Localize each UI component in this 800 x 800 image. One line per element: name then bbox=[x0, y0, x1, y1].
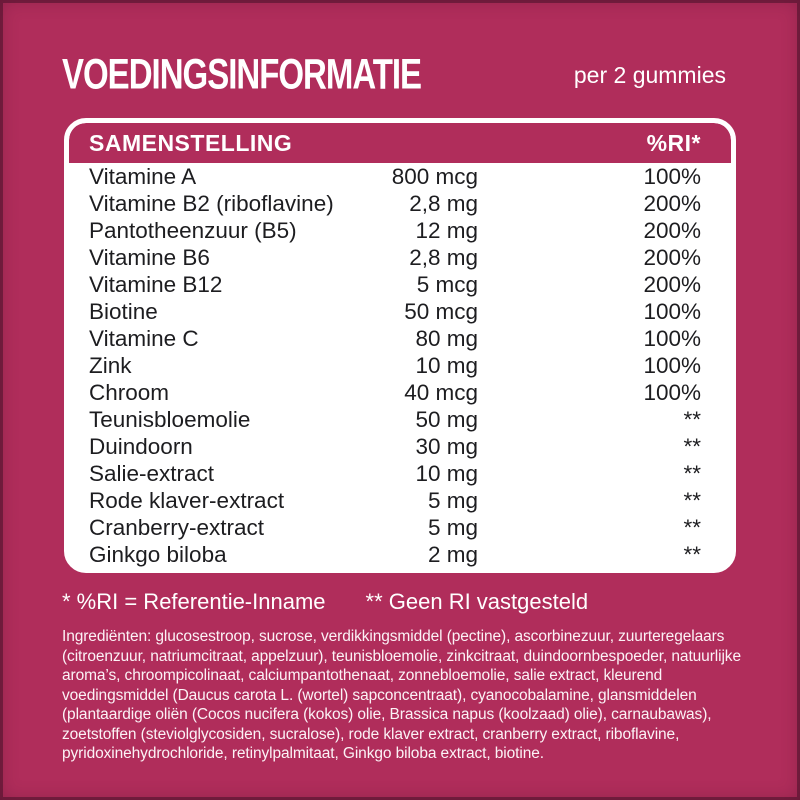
ingredient-name: Salie-extract bbox=[89, 461, 215, 486]
table-row: Vitamine B6 2,8 mg 200% bbox=[89, 244, 701, 271]
ingredient-name: Vitamine B2 (riboflavine) bbox=[89, 191, 334, 216]
ingredient-amount: 2 mg bbox=[427, 542, 478, 567]
ri-column-header: %RI* bbox=[646, 129, 701, 156]
ingredient-amount: 2,8 mg bbox=[409, 191, 478, 216]
ingredient-amount: 40 mcg bbox=[404, 380, 478, 405]
ingredient-name: Vitamine B12 bbox=[89, 272, 223, 297]
ingredient-amount: 12 mg bbox=[415, 218, 478, 243]
table-row: Ginkgo biloba 2 mg ** bbox=[89, 541, 701, 568]
ingredients-paragraph: Ingrediënten: glucosestroop, sucrose, ve… bbox=[62, 628, 741, 762]
table-row: Salie-extract 10 mg ** bbox=[89, 460, 701, 487]
footnote-ri-definition: * %RI = Referentie-Inname bbox=[62, 589, 326, 614]
table-row: Rode klaver-extract 5 mg ** bbox=[89, 487, 701, 514]
ingredient-amount: 50 mcg bbox=[404, 299, 478, 324]
table-row: Pantotheenzuur (B5) 12 mg 200% bbox=[89, 217, 701, 244]
composition-column-header: SAMENSTELLING bbox=[89, 129, 293, 156]
table-row: Duindoorn 30 mg ** bbox=[89, 433, 701, 460]
ingredient-amount: 5 mg bbox=[427, 515, 478, 540]
ingredient-ri-value: 100% bbox=[643, 164, 701, 189]
table-row: Vitamine A 800 mcg 100% bbox=[89, 163, 701, 190]
ingredient-ri-value: 100% bbox=[643, 353, 701, 378]
ingredient-name: Chroom bbox=[89, 380, 170, 405]
ingredient-ri-value: 200% bbox=[643, 272, 701, 297]
page-title: VOEDINGSINFORMATIE bbox=[62, 49, 422, 98]
ingredient-amount: 10 mg bbox=[415, 461, 478, 486]
ingredient-amount: 2,8 mg bbox=[409, 245, 478, 270]
ingredient-name: Rode klaver-extract bbox=[89, 488, 285, 513]
table-row: Teunisbloemolie 50 mg ** bbox=[89, 406, 701, 433]
ingredient-name: Ginkgo biloba bbox=[89, 542, 227, 567]
ingredient-name: Pantotheenzuur (B5) bbox=[89, 218, 297, 243]
ingredient-amount: 5 mg bbox=[427, 488, 478, 513]
ingredient-ri-value: ** bbox=[683, 461, 701, 486]
ingredient-ri-value: ** bbox=[683, 434, 701, 459]
ingredient-ri-value: 100% bbox=[643, 380, 701, 405]
ingredient-amount: 5 mcg bbox=[416, 272, 478, 297]
ingredient-name: Zink bbox=[89, 353, 132, 378]
table-header-row: SAMENSTELLING %RI* bbox=[69, 123, 731, 163]
ingredient-ri-value: ** bbox=[683, 407, 701, 432]
table-row: Vitamine B2 (riboflavine) 2,8 mg 200% bbox=[89, 190, 701, 217]
ingredient-name: Vitamine B6 bbox=[89, 245, 210, 270]
composition-table-card: SAMENSTELLING %RI* Vitamine A 800 mcg 100%… bbox=[64, 118, 736, 573]
table-row: Chroom 40 mcg 100% bbox=[89, 379, 701, 406]
table-row: Vitamine B12 5 mcg 200% bbox=[89, 271, 701, 298]
ingredient-ri-value: ** bbox=[683, 515, 701, 540]
footnote-no-ri: ** Geen RI vastgesteld bbox=[365, 589, 589, 614]
table-row: Biotine 50 mcg 100% bbox=[89, 298, 701, 325]
ingredient-name: Cranberry-extract bbox=[89, 515, 265, 540]
ingredient-ri-value: 200% bbox=[643, 218, 701, 243]
ingredient-ri-value: 200% bbox=[643, 191, 701, 216]
serving-size-text: per 2 gummies bbox=[573, 62, 726, 88]
ingredient-amount: 80 mg bbox=[415, 326, 478, 351]
ingredient-name: Teunisbloemolie bbox=[89, 407, 251, 432]
ingredient-ri-value: 100% bbox=[643, 326, 701, 351]
ingredient-ri-value: ** bbox=[683, 542, 701, 567]
ingredient-amount: 50 mg bbox=[415, 407, 478, 432]
table-row: Zink 10 mg 100% bbox=[89, 352, 701, 379]
ingredient-ri-value: 200% bbox=[643, 245, 701, 270]
table-row: Vitamine C 80 mg 100% bbox=[89, 325, 701, 352]
ingredient-ri-value: 100% bbox=[643, 299, 701, 324]
ingredient-amount: 800 mcg bbox=[391, 164, 478, 189]
ingredient-name: Biotine bbox=[89, 299, 158, 324]
ingredient-name: Vitamine C bbox=[89, 326, 199, 351]
table-row: Cranberry-extract 5 mg ** bbox=[89, 514, 701, 541]
ingredient-amount: 30 mg bbox=[415, 434, 478, 459]
ingredient-ri-value: ** bbox=[683, 488, 701, 513]
ingredient-amount: 10 mg bbox=[415, 353, 478, 378]
footnotes: * %RI = Referentie-Inname ** Geen RI vas… bbox=[62, 589, 588, 615]
table-body: Vitamine A 800 mcg 100% Vitamine B2 (ribofl… bbox=[69, 163, 731, 568]
ingredient-name: Duindoorn bbox=[89, 434, 193, 459]
ingredient-name: Vitamine A bbox=[89, 164, 197, 189]
